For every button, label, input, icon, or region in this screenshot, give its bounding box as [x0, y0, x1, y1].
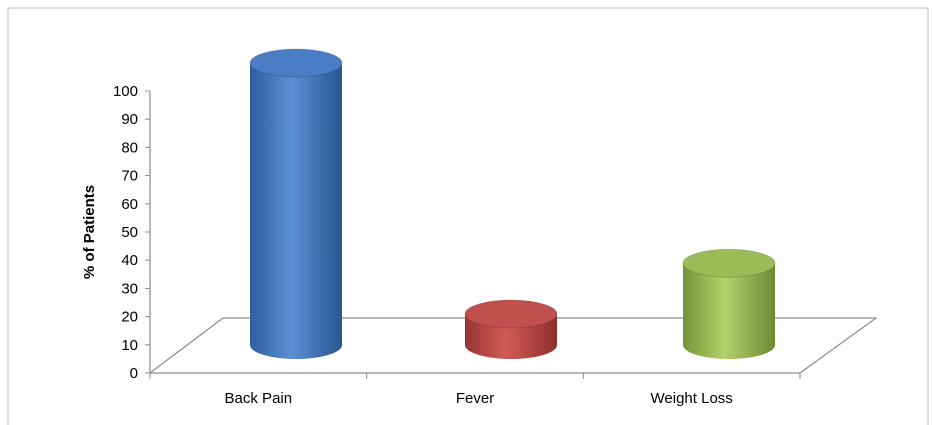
bars [249, 48, 776, 359]
bar-body [250, 63, 342, 359]
bar-fever [464, 299, 558, 359]
y-tick-label: 90 [121, 111, 138, 128]
y-tick-label: 70 [121, 168, 138, 185]
x-tick-label: Weight Loss [651, 390, 733, 407]
y-tick-label: 40 [121, 252, 138, 269]
y-tick-label: 0 [130, 365, 138, 382]
bar-body [683, 263, 775, 359]
y-axis-title: % of Patients [81, 185, 98, 279]
y-tick-label: 80 [121, 139, 138, 156]
x-tick-label: Fever [456, 390, 494, 407]
y-tick-label: 20 [121, 309, 138, 326]
chart-border [7, 7, 929, 425]
x-tick-label: Back Pain [225, 390, 293, 407]
y-axis: 0 10 20 30 40 50 60 70 80 90 100 [113, 83, 150, 382]
bar-top [682, 248, 776, 278]
y-tick-label: 50 [121, 224, 138, 241]
x-axis: Back Pain Fever Weight Loss [149, 373, 801, 407]
bar-back-pain [249, 48, 343, 359]
bar-top [249, 48, 343, 78]
bar-weight-loss [682, 248, 776, 359]
y-tick-label: 60 [121, 196, 138, 213]
y-tick-label: 30 [121, 280, 138, 297]
bar-top [464, 299, 558, 329]
y-tick-label: 10 [121, 337, 138, 354]
y-tick-label: 100 [113, 83, 138, 100]
